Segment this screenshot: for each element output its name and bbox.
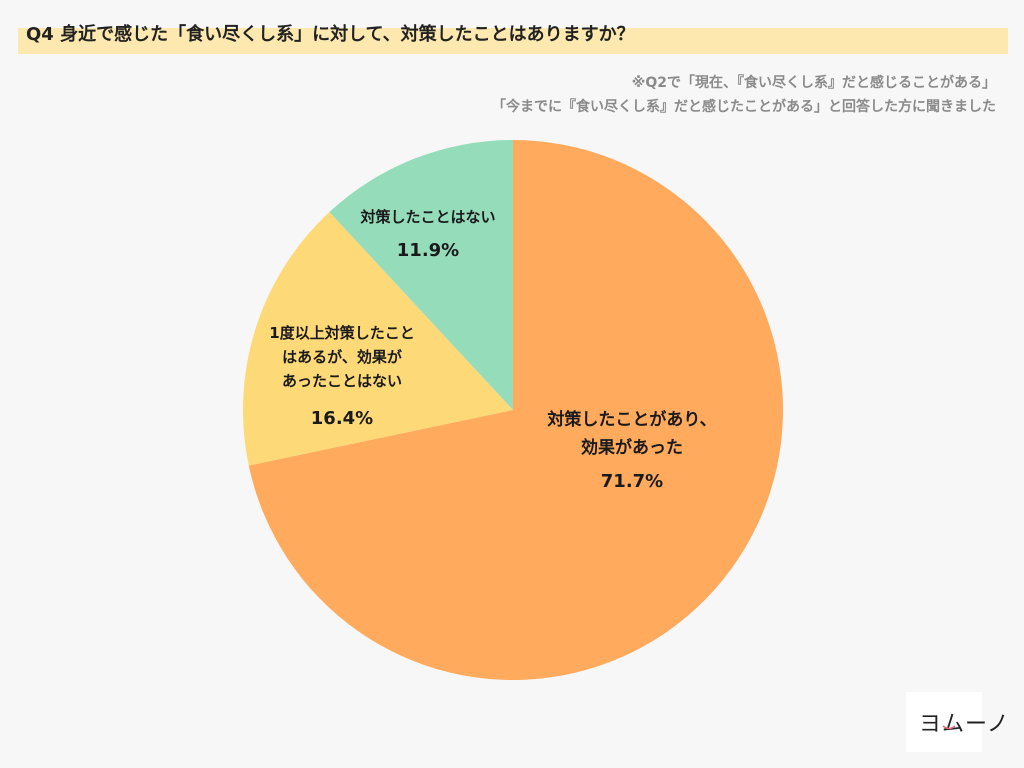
- brand-logo: ヨムーノ: [906, 692, 1009, 752]
- slice-2-value-label: 16.4%: [311, 408, 373, 429]
- slice-1-label-line-2: 効果があった: [581, 437, 683, 458]
- slice-3-value-label: 11.9%: [397, 240, 459, 261]
- slice-2-label-line-3: あったことはない: [282, 372, 402, 390]
- slice-1-value-label: 71.7%: [601, 471, 663, 492]
- slice-3-label-line-1: 対策したことはない: [359, 208, 495, 226]
- pie-slice-2: [242, 212, 513, 466]
- slice-2-label-line-2: はあるが、効果が: [282, 348, 403, 366]
- logo-smile-icon: [942, 725, 956, 730]
- brand-logo-text: ヨムーノ: [919, 712, 1010, 737]
- slice-2-label-line-1: 1度以上対策したこと: [269, 324, 414, 342]
- pie-slice-1: [248, 140, 784, 681]
- pie-slice-3: [329, 140, 513, 410]
- survey-note-line-1: ※Q2で「現在、『食い尽くし系』だと感じることがある」: [631, 75, 996, 91]
- survey-note-line-2: 「今までに『食い尽くし系』だと感じたことがある」と回答した方に聞きました: [492, 99, 996, 115]
- slice-1-label-line-1: 対策したことがあり、: [546, 409, 716, 430]
- chart-title: Q4 身近で感じた「食い尽くし系」に対して、対策したことはありますか？: [26, 24, 635, 45]
- title-highlight-bar: [18, 28, 1008, 54]
